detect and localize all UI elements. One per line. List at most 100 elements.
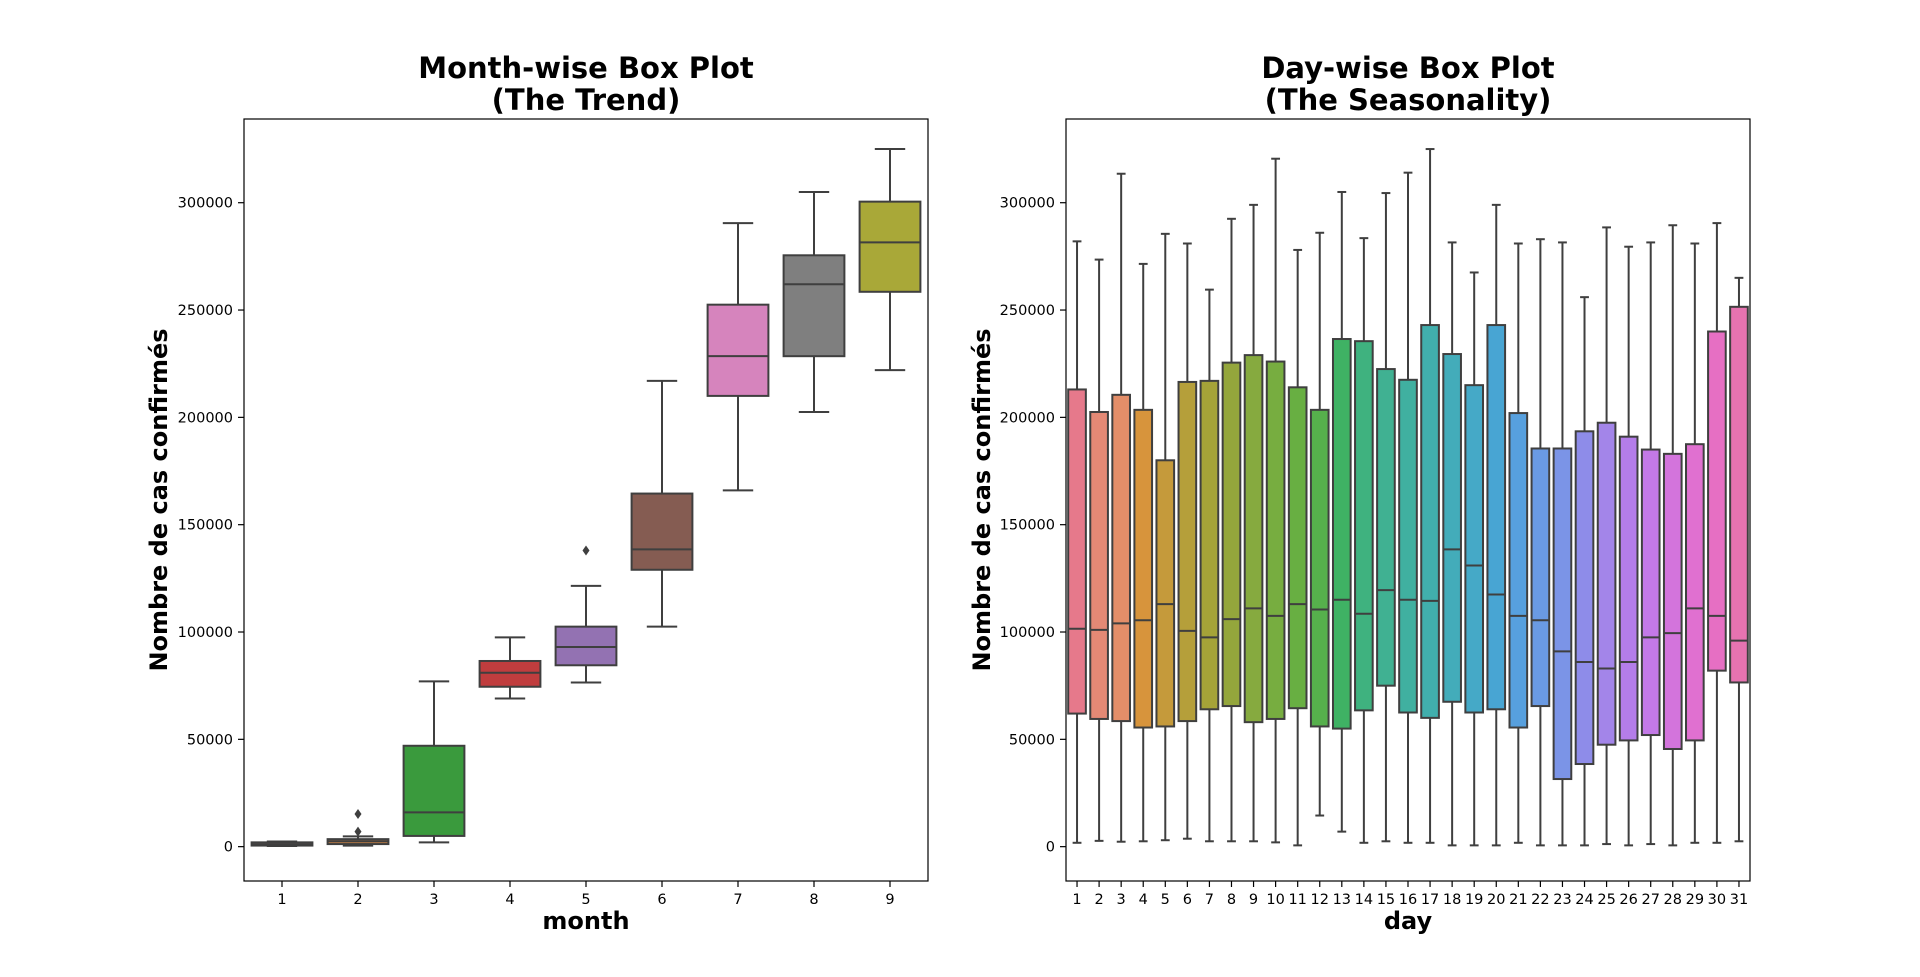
chart-title-line-2: (The Trend) bbox=[492, 83, 681, 117]
box bbox=[1287, 386, 1308, 710]
x-tick-label: 9 bbox=[1249, 892, 1258, 908]
box-group bbox=[402, 680, 466, 844]
box bbox=[1398, 378, 1418, 714]
y-axis: 0 50000 100000 150000 200000 250000 300000 bbox=[1000, 196, 1066, 856]
x-axis: 1 2 3 4 5 6 7 8 9 10 11 12 13 14 15 16 17 18 19 20 21 22 23 24 2… bbox=[1072, 881, 1748, 908]
x-tick-label: 21 bbox=[1509, 892, 1527, 908]
box-group bbox=[250, 840, 314, 848]
box bbox=[1265, 360, 1286, 720]
x-tick-label: 4 bbox=[1139, 892, 1148, 908]
y-tick-label: 200000 bbox=[1000, 410, 1055, 426]
box-group bbox=[1287, 248, 1308, 847]
x-tick-label: 6 bbox=[657, 892, 666, 908]
box-group bbox=[1177, 242, 1198, 840]
box bbox=[1177, 380, 1198, 723]
x-tick-label: 22 bbox=[1531, 892, 1549, 908]
box bbox=[1089, 410, 1109, 720]
x-tick-label: 7 bbox=[1205, 892, 1214, 908]
box bbox=[1309, 408, 1330, 728]
x-tick-label: 9 bbox=[885, 892, 894, 908]
box bbox=[1707, 330, 1727, 672]
box-group bbox=[1640, 241, 1661, 846]
box bbox=[554, 625, 618, 667]
y-tick-label: 0 bbox=[224, 840, 233, 856]
box bbox=[706, 303, 770, 397]
x-tick-label: 8 bbox=[809, 892, 818, 908]
x-axis-label: day bbox=[1384, 907, 1433, 935]
y-tick-label: 50000 bbox=[187, 732, 233, 748]
day-box-plot-panel: Day-wise Box Plot (The Seasonality) 0 500… bbox=[968, 51, 1751, 935]
x-tick-label: 27 bbox=[1641, 892, 1659, 908]
x-tick-label: 31 bbox=[1730, 892, 1748, 908]
box bbox=[782, 254, 846, 358]
x-tick-label: 26 bbox=[1619, 892, 1637, 908]
y-tick-label: 250000 bbox=[1000, 303, 1055, 319]
outlier-point bbox=[354, 809, 362, 820]
box bbox=[402, 744, 466, 837]
box bbox=[1420, 324, 1440, 719]
box-group bbox=[782, 190, 846, 413]
x-tick-label: 25 bbox=[1597, 892, 1615, 908]
box-group bbox=[1662, 224, 1683, 847]
x-tick-label: 3 bbox=[429, 892, 438, 908]
y-tick-label: 0 bbox=[1046, 840, 1055, 856]
x-tick-label: 2 bbox=[353, 892, 362, 908]
box-group bbox=[1199, 288, 1220, 843]
box bbox=[1243, 354, 1264, 724]
box bbox=[1729, 305, 1749, 684]
x-tick-label: 23 bbox=[1553, 892, 1571, 908]
box bbox=[858, 200, 922, 293]
box-group bbox=[1133, 262, 1154, 843]
box bbox=[1442, 353, 1462, 703]
x-tick-label: 5 bbox=[1161, 892, 1170, 908]
x-tick-label: 8 bbox=[1227, 892, 1236, 908]
y-axis-label: Nombre de cas confirmés bbox=[968, 328, 996, 671]
box bbox=[630, 492, 694, 571]
box-group bbox=[1221, 217, 1242, 843]
x-tick-label: 7 bbox=[733, 892, 742, 908]
box-group bbox=[1618, 245, 1639, 847]
box bbox=[1067, 388, 1087, 715]
x-tick-label: 24 bbox=[1575, 892, 1593, 908]
x-tick-label: 1 bbox=[277, 892, 286, 908]
box-group bbox=[1067, 240, 1087, 844]
box-group bbox=[1089, 258, 1109, 842]
box bbox=[1221, 361, 1242, 708]
chart-title-line-2: (The Seasonality) bbox=[1265, 83, 1552, 117]
x-tick-label: 14 bbox=[1355, 892, 1373, 908]
box-group bbox=[1155, 232, 1176, 842]
box-group bbox=[1376, 192, 1396, 843]
y-tick-label: 300000 bbox=[1000, 196, 1055, 212]
box bbox=[1596, 421, 1617, 746]
chart-title-line-1: Day-wise Box Plot bbox=[1261, 51, 1554, 85]
x-tick-label: 1 bbox=[1072, 892, 1081, 908]
box-group bbox=[1530, 238, 1551, 847]
box-group bbox=[1420, 148, 1440, 844]
box-group bbox=[1707, 222, 1727, 844]
x-tick-label: 28 bbox=[1664, 892, 1682, 908]
box bbox=[1376, 368, 1396, 687]
month-box-plot-panel: Month-wise Box Plot (The Trend) 05000010… bbox=[145, 51, 929, 935]
x-axis-label: month bbox=[542, 907, 629, 935]
outlier-point bbox=[354, 826, 362, 837]
y-tick-label: 150000 bbox=[178, 518, 233, 534]
box-group bbox=[1464, 271, 1485, 847]
y-tick-label: 100000 bbox=[1000, 625, 1055, 641]
outlier-point bbox=[582, 545, 590, 556]
x-tick-label: 12 bbox=[1311, 892, 1329, 908]
box bbox=[1508, 412, 1529, 729]
x-tick-label: 4 bbox=[505, 892, 514, 908]
box-group bbox=[1243, 203, 1264, 843]
box-group bbox=[1596, 226, 1617, 846]
x-tick-label: 19 bbox=[1465, 892, 1483, 908]
x-tick-label: 20 bbox=[1487, 892, 1505, 908]
box-group bbox=[630, 379, 694, 628]
box bbox=[1552, 447, 1573, 781]
y-axis-label: Nombre de cas confirmés bbox=[145, 328, 173, 671]
box bbox=[1530, 447, 1551, 708]
box-group bbox=[1552, 241, 1573, 847]
box-group bbox=[1685, 242, 1705, 844]
x-tick-label: 2 bbox=[1094, 892, 1103, 908]
y-tick-label: 100000 bbox=[178, 625, 233, 641]
box-group bbox=[1729, 276, 1749, 843]
